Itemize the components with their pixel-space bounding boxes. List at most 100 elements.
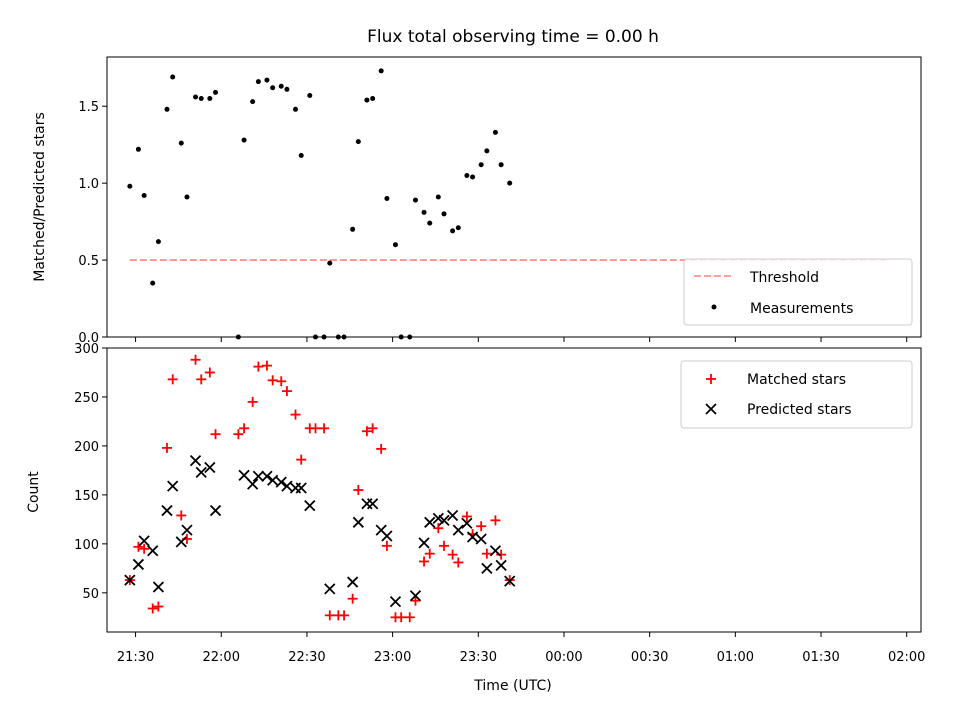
- predicted-star-point: [238, 469, 250, 481]
- matched-star-point: [453, 557, 464, 568]
- bottom-legend-box: [680, 360, 913, 429]
- matched-star-point: [281, 386, 292, 397]
- measurement-point: [278, 83, 284, 89]
- matched-star-point: [433, 523, 444, 534]
- top-legend-box: [683, 258, 913, 326]
- measurement-point: [284, 86, 290, 92]
- predicted-star-point: [481, 562, 493, 574]
- predicted-star-point: [324, 583, 336, 595]
- x-tick-label: 00:00: [545, 650, 582, 665]
- measurement-point: [321, 334, 327, 340]
- measurement-point: [341, 334, 347, 340]
- x-axis-label: Time (UTC): [473, 678, 551, 694]
- matched-star-point: [267, 375, 278, 386]
- predicted-star-point: [167, 480, 179, 492]
- matched-legend-swatch: [706, 374, 716, 384]
- predicted-star-point: [452, 524, 464, 536]
- matched-star-point: [210, 429, 221, 440]
- bottom-y-axis-label: Count: [26, 471, 42, 513]
- matched-star-point: [476, 521, 487, 532]
- predicted-star-point: [147, 545, 159, 557]
- matched-star-point: [176, 510, 187, 521]
- x-tick-label: 22:00: [203, 650, 240, 665]
- bottom-y-tick-label: 50: [82, 587, 99, 602]
- matched-star-point: [424, 548, 435, 559]
- measurement-point: [492, 129, 498, 135]
- predicted-star-point: [175, 536, 187, 548]
- predicted-star-point: [461, 517, 473, 529]
- measurement-point: [141, 192, 147, 198]
- measurement-point: [378, 68, 384, 74]
- measurement-point: [270, 85, 276, 91]
- predicted-star-point: [366, 498, 379, 510]
- matched-star-point: [196, 374, 207, 385]
- predicted-star-point: [281, 480, 293, 492]
- matched-star-point: [481, 548, 492, 559]
- predicted-star-point: [495, 559, 507, 572]
- measurement-point: [184, 194, 190, 200]
- matched-star-point: [261, 360, 272, 371]
- predicted-star-point: [161, 504, 173, 517]
- matched-star-point: [233, 429, 244, 440]
- matched-star-point: [347, 593, 358, 604]
- top-y-tick-label: 0.5: [78, 254, 99, 269]
- predicted-star-point: [446, 509, 459, 522]
- measurement-point: [241, 137, 247, 143]
- measurement-point: [264, 77, 270, 83]
- top-y-axis-label: Matched/Predicted stars: [32, 112, 48, 282]
- matched-star-point: [253, 361, 264, 372]
- x-tick-label: 01:30: [802, 650, 839, 665]
- measurement-point: [155, 239, 161, 245]
- matched-star-point: [139, 543, 150, 554]
- top-chart: 0.0 0.5 1.0 1.5 Threshold Measurements: [78, 56, 922, 346]
- predicted-star-point: [152, 581, 165, 593]
- measurement-point: [250, 99, 256, 105]
- measurement-point: [412, 197, 418, 203]
- measurement-point: [327, 260, 333, 266]
- measurement-point: [478, 162, 484, 168]
- measurement-point: [198, 96, 204, 102]
- measurement-point: [164, 106, 170, 112]
- measurement-point: [170, 74, 176, 80]
- predicted-star-point: [204, 461, 216, 474]
- matched-star-point: [381, 540, 392, 551]
- measurement-point: [312, 334, 318, 340]
- bottom-chart: 50 100 150 200 250 300 21:30 22:00 22:30 23:00 23:…: [74, 342, 925, 665]
- matched-star-point: [324, 610, 335, 621]
- predicted-star-point: [346, 576, 359, 588]
- measurement-point: [435, 194, 441, 200]
- predicted-star-point: [124, 574, 136, 586]
- predicted-star-point: [267, 474, 279, 486]
- predicted-star-point: [489, 545, 502, 557]
- matched-star-point: [496, 549, 507, 560]
- top-y-tick-label: 0.0: [78, 331, 99, 346]
- matched-star-point: [247, 396, 258, 407]
- predicted-star-point: [195, 466, 207, 479]
- measurement-point: [207, 96, 213, 102]
- bottom-axes-frame: [106, 347, 922, 633]
- matched-star-point: [419, 556, 430, 567]
- measurement-point: [193, 94, 199, 100]
- measurement-point: [150, 280, 156, 286]
- predicted-star-point: [381, 530, 393, 542]
- measurement-point: [398, 334, 404, 340]
- predicted-star-point: [389, 596, 402, 608]
- measurement-point: [298, 152, 304, 158]
- x-tick-label: 22:30: [288, 650, 325, 665]
- measurement-point: [470, 174, 476, 180]
- measurement-point: [355, 139, 361, 145]
- predicted-star-point: [475, 533, 487, 545]
- measurement-point: [421, 209, 427, 215]
- bottom-y-tick-label: 150: [74, 489, 99, 504]
- predicted-star-point: [261, 470, 273, 482]
- bottom-y-tick-label: 200: [74, 440, 99, 455]
- measurement-point: [392, 242, 398, 248]
- measurement-point: [213, 89, 219, 95]
- top-legend: Threshold Measurements: [683, 258, 913, 326]
- x-tick-label: 00:30: [631, 650, 668, 665]
- measurement-point: [464, 172, 470, 178]
- measurement-point: [235, 334, 241, 340]
- x-tick-label: 23:30: [460, 650, 497, 665]
- measurement-point: [498, 162, 504, 168]
